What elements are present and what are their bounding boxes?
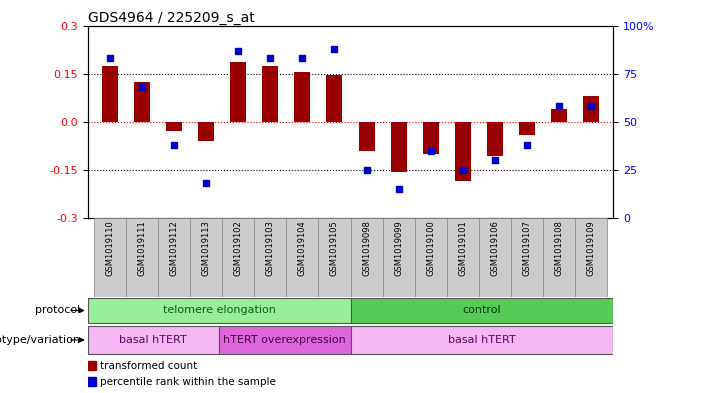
Bar [447, 218, 479, 297]
Text: GSM1019101: GSM1019101 [458, 220, 467, 276]
Bar [358, 122, 374, 151]
Bar [350, 326, 613, 354]
Bar [126, 218, 158, 297]
Point [200, 180, 212, 187]
Bar [350, 298, 613, 323]
Bar [88, 362, 97, 370]
Text: transformed count: transformed count [100, 362, 197, 371]
Bar [88, 298, 350, 323]
Bar [575, 218, 607, 297]
Text: control: control [463, 305, 501, 316]
Text: GSM1019105: GSM1019105 [330, 220, 339, 276]
Text: GSM1019108: GSM1019108 [554, 220, 564, 276]
Point [233, 48, 244, 54]
Text: GSM1019112: GSM1019112 [170, 220, 179, 276]
Bar [254, 218, 287, 297]
Text: GSM1019099: GSM1019099 [394, 220, 403, 276]
Bar [222, 218, 254, 297]
Point [393, 186, 404, 192]
Point [361, 167, 372, 173]
Bar [134, 82, 150, 122]
Text: GSM1019098: GSM1019098 [362, 220, 371, 276]
Text: GSM1019102: GSM1019102 [234, 220, 243, 276]
Text: GSM1019107: GSM1019107 [522, 220, 531, 276]
Bar [190, 218, 222, 297]
Point [522, 142, 533, 148]
Bar [166, 122, 182, 131]
Bar [583, 96, 599, 122]
Text: percentile rank within the sample: percentile rank within the sample [100, 377, 275, 387]
Bar [543, 218, 575, 297]
Text: GDS4964 / 225209_s_at: GDS4964 / 225209_s_at [88, 11, 254, 24]
Bar [551, 109, 567, 122]
Text: telomere elongation: telomere elongation [163, 305, 275, 316]
Point [425, 147, 436, 154]
Bar [94, 218, 126, 297]
Bar [423, 122, 439, 154]
Bar [158, 218, 190, 297]
Text: GSM1019103: GSM1019103 [266, 220, 275, 276]
Text: basal hTERT: basal hTERT [119, 335, 187, 345]
Text: GSM1019106: GSM1019106 [490, 220, 499, 276]
Point [457, 167, 468, 173]
Point [489, 157, 501, 163]
Bar [327, 75, 343, 122]
Point [137, 84, 148, 90]
Bar [350, 218, 383, 297]
Bar [231, 62, 246, 122]
Point [297, 55, 308, 61]
Text: hTERT overexpression: hTERT overexpression [224, 335, 346, 345]
Bar [479, 218, 511, 297]
Point [553, 103, 564, 110]
Bar [390, 122, 407, 172]
Bar [219, 326, 350, 354]
Point [265, 55, 276, 61]
Bar [287, 218, 318, 297]
Text: GSM1019110: GSM1019110 [106, 220, 114, 276]
Point [585, 103, 597, 110]
Bar [511, 218, 543, 297]
Point [329, 46, 340, 52]
Text: genotype/variation: genotype/variation [0, 335, 81, 345]
Text: basal hTERT: basal hTERT [448, 335, 516, 345]
Point [168, 142, 179, 148]
Bar [455, 122, 470, 181]
Bar [383, 218, 414, 297]
Bar [88, 377, 97, 386]
Bar [519, 122, 535, 135]
Bar [486, 122, 503, 156]
Text: GSM1019104: GSM1019104 [298, 220, 307, 276]
Text: GSM1019111: GSM1019111 [137, 220, 147, 276]
Bar [414, 218, 447, 297]
Bar [262, 66, 278, 122]
Point [104, 55, 116, 61]
Text: protocol: protocol [35, 305, 81, 316]
Text: GSM1019109: GSM1019109 [587, 220, 595, 276]
Bar [318, 218, 350, 297]
Bar [88, 326, 219, 354]
Text: GSM1019100: GSM1019100 [426, 220, 435, 276]
Bar [294, 72, 311, 122]
Text: GSM1019113: GSM1019113 [202, 220, 211, 276]
Bar [198, 122, 215, 141]
Bar [102, 66, 118, 122]
